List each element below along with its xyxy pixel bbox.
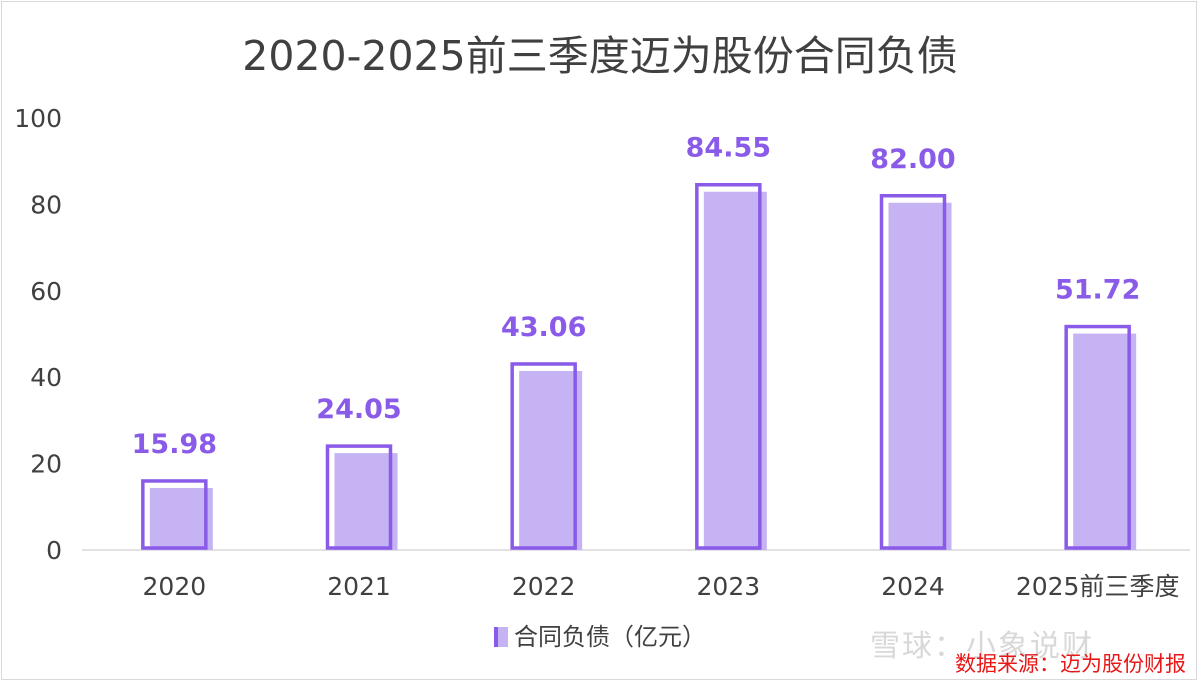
y-tick-label: 40 (30, 363, 62, 392)
bar (888, 202, 952, 550)
source-note: 数据来源：迈为股份财报 (955, 652, 1186, 676)
y-tick-label: 100 (14, 104, 62, 133)
legend: 合同负债（亿元） (0, 617, 1200, 652)
x-tick-label: 2024 (881, 572, 945, 601)
x-tick-label: 2021 (327, 572, 391, 601)
y-tick-label: 20 (30, 450, 62, 479)
watermark: 雪球：小象说财 (870, 629, 1094, 664)
x-tick-label: 2022 (512, 572, 576, 601)
bar-outline (879, 194, 947, 550)
bar (334, 453, 398, 550)
bar (149, 487, 213, 550)
data-label: 84.55 (686, 133, 771, 164)
bar-outline (510, 362, 577, 550)
legend-label: 合同负债（亿元） (514, 623, 706, 651)
data-label: 82.00 (870, 144, 955, 175)
data-label: 24.05 (316, 394, 401, 425)
bar (703, 191, 767, 550)
x-tick-label: 2025前三季度 (1016, 572, 1180, 601)
y-tick-label: 80 (30, 190, 62, 219)
bar-outline (1064, 324, 1131, 550)
legend-swatch (494, 627, 508, 647)
data-label: 43.06 (501, 312, 586, 343)
bar-outline (325, 444, 393, 550)
bar-outline (695, 182, 762, 550)
chart-title: 2020-2025前三季度迈为股份合同负债 (242, 32, 958, 80)
x-tick-label: 2023 (697, 572, 761, 601)
y-tick-label: 60 (30, 277, 62, 306)
y-tick-label: 0 (46, 536, 62, 565)
data-label: 51.72 (1055, 275, 1140, 306)
bar (519, 370, 583, 550)
bar (1073, 333, 1137, 550)
x-tick-label: 2020 (143, 572, 207, 601)
data-label: 15.98 (132, 429, 217, 460)
bar-outline (141, 479, 208, 550)
